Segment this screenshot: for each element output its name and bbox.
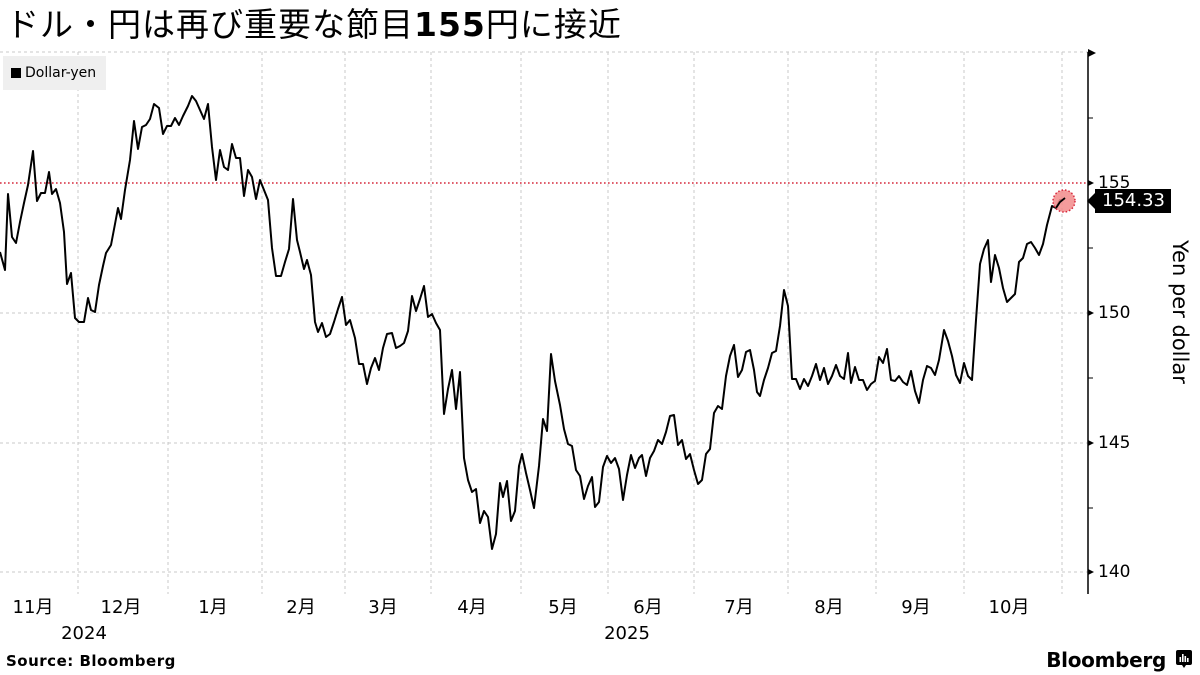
legend-label: Dollar-yen xyxy=(25,65,97,81)
current-value-marker xyxy=(1052,189,1076,213)
chart-title: ドル・円は再び重要な節目155円に接近 xyxy=(6,4,622,46)
bloomberg-logo-text: Bloomberg xyxy=(1046,648,1166,672)
y-tick-150: 150 xyxy=(1098,303,1131,323)
source-note: Source: Bloomberg xyxy=(6,652,176,670)
x-tick-oct: 10月 xyxy=(988,597,1030,618)
y-axis-label: Yen per dollar xyxy=(1168,240,1192,384)
x-year-2025: 2025 xyxy=(604,623,650,644)
y-tick-145: 145 xyxy=(1098,433,1131,453)
x-year-2024: 2024 xyxy=(61,623,107,644)
y-tick-155: 155 xyxy=(1098,173,1131,193)
legend-swatch-icon xyxy=(11,68,21,78)
legend: Dollar-yen xyxy=(3,56,107,90)
x-tick-nov: 11月 xyxy=(12,597,54,618)
vertical-gridlines xyxy=(77,52,1063,594)
x-tick-aug: 8月 xyxy=(814,597,844,618)
x-tick-dec: 12月 xyxy=(100,597,142,618)
dollar-yen-line xyxy=(0,95,1063,550)
y-axis-line xyxy=(1087,49,1096,594)
bloomberg-chart-icon xyxy=(1176,650,1192,668)
x-tick-jul: 7月 xyxy=(724,597,754,618)
x-tick-jun: 6月 xyxy=(633,597,663,618)
x-tick-apr: 4月 xyxy=(457,597,487,618)
x-tick-mar: 3月 xyxy=(368,597,398,618)
x-tick-feb: 2月 xyxy=(286,597,316,618)
title-prefix: ドル・円は再び重要な節目 xyxy=(6,5,414,44)
title-suffix: 円に接近 xyxy=(485,5,622,44)
x-tick-may: 5月 xyxy=(548,597,578,618)
x-tick-sep: 9月 xyxy=(901,597,931,618)
x-tick-jan: 1月 xyxy=(198,597,228,618)
current-value-label: 154.33 xyxy=(1087,189,1171,213)
y-tick-140: 140 xyxy=(1098,562,1131,582)
horizontal-gridlines xyxy=(0,51,1088,573)
title-number: 155 xyxy=(414,5,486,44)
